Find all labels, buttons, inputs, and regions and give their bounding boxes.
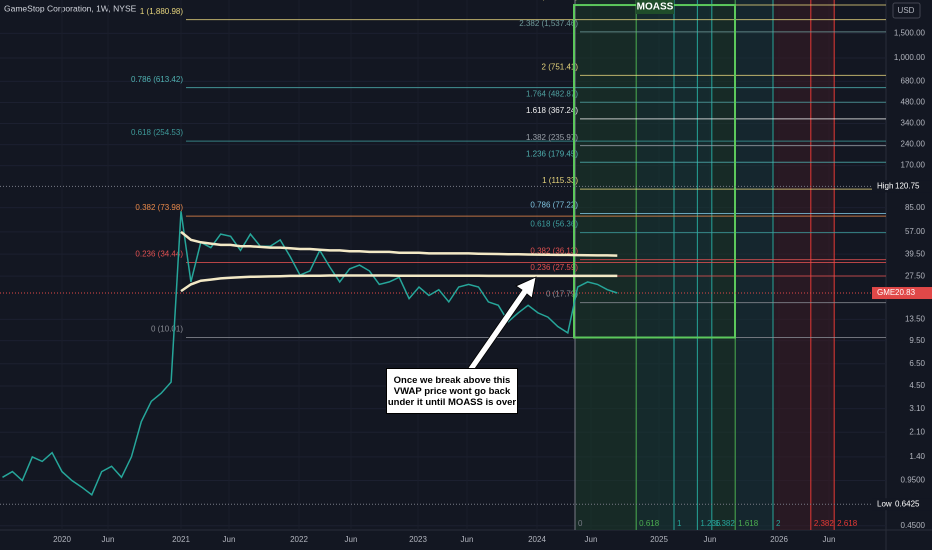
arrow bbox=[467, 276, 537, 371]
y-tick-label: 1,000.00 bbox=[894, 53, 926, 62]
high-value: 120.75 bbox=[895, 181, 920, 190]
y-tick-label: 85.00 bbox=[905, 203, 926, 212]
fib-label: 1.764 (482.87) bbox=[526, 89, 578, 98]
last_price-value: 20.83 bbox=[895, 288, 916, 297]
y-tick-label: 57.00 bbox=[905, 227, 926, 236]
x-tick-label: Jun bbox=[823, 535, 836, 544]
fib-label: 1.236 (179.45) bbox=[526, 149, 578, 158]
zone-band bbox=[697, 0, 712, 530]
x-tick-label: 2020 bbox=[53, 535, 71, 544]
x-tick-label: 2024 bbox=[528, 535, 546, 544]
zone-band bbox=[636, 0, 674, 530]
y-tick-label: 170.00 bbox=[901, 161, 926, 170]
last_price-tag bbox=[872, 287, 932, 300]
fib-time-label: 2 bbox=[776, 519, 781, 528]
high-name: High bbox=[877, 181, 893, 190]
y-tick-label: 4.50 bbox=[909, 381, 925, 390]
fib-label: 1.382 (235.97) bbox=[526, 133, 578, 142]
fib-label: 0.618 (56.36) bbox=[530, 220, 578, 229]
zone-band bbox=[773, 0, 811, 530]
y-tick-label: 680.00 bbox=[901, 77, 926, 86]
x-tick-label: Jun bbox=[461, 535, 474, 544]
x-tick-label: Jun bbox=[585, 535, 598, 544]
fib-time-label: 1 bbox=[677, 519, 682, 528]
x-tick-label: 2026 bbox=[770, 535, 788, 544]
vwap-line bbox=[180, 274, 618, 293]
fib-time-label: 2.618 bbox=[837, 519, 858, 528]
fib-time-label: 1.236 bbox=[700, 519, 721, 528]
x-tick-label: 2022 bbox=[290, 535, 308, 544]
last_price-name: GME bbox=[877, 288, 895, 297]
fib-time-label: 1.382 bbox=[715, 519, 736, 528]
fib-label: 1 (115.33) bbox=[542, 176, 578, 185]
zone-band bbox=[575, 0, 637, 530]
high-tag bbox=[872, 180, 932, 193]
y-tick-label: 13.50 bbox=[905, 314, 926, 323]
y-tick-label: 0.9500 bbox=[901, 476, 926, 485]
y-tick-label: 0.4500 bbox=[901, 521, 926, 530]
y-tick-label: 2.10 bbox=[909, 427, 925, 436]
currency-box bbox=[892, 2, 921, 19]
fib-time-label: 0.618 bbox=[639, 519, 660, 528]
zone-band bbox=[810, 0, 835, 530]
fib-label: 0.236 (34.44) bbox=[135, 250, 183, 259]
y-tick-label: 6.50 bbox=[909, 359, 925, 368]
moass-label-bg bbox=[636, 0, 674, 14]
fib-label: 0 (10.01) bbox=[151, 325, 183, 334]
price-line bbox=[2, 211, 618, 496]
fib-time-label: 1.618 bbox=[738, 519, 759, 528]
y-tick-label: 240.00 bbox=[901, 140, 926, 149]
moass-label: MOASS bbox=[637, 2, 674, 13]
x-tick-label: Jun bbox=[102, 535, 115, 544]
y-tick-label: 9.50 bbox=[909, 336, 925, 345]
annotation: Once we break above this VWAP price wont… bbox=[386, 368, 518, 414]
fib-label: 0.236 (27.59) bbox=[530, 263, 578, 272]
x-tick-label: 2023 bbox=[409, 535, 427, 544]
y-tick-label: 1,500.00 bbox=[894, 28, 926, 37]
y-tick-label: 39.50 bbox=[905, 249, 926, 258]
x-tick-label: 2021 bbox=[172, 535, 190, 544]
fib-label: 1 (1,880.98) bbox=[140, 7, 183, 16]
fib-label: 2.618 (2,392.74) bbox=[519, 0, 578, 1]
fib-time-label: 2.382 bbox=[814, 519, 835, 528]
fib-label: 2.382 (1,537.46) bbox=[519, 19, 578, 28]
currency: USD bbox=[898, 6, 915, 15]
vwap-line bbox=[180, 230, 618, 257]
zone-band bbox=[735, 0, 773, 530]
fib-label: 0.786 (77.22) bbox=[530, 201, 578, 210]
low-name: Low bbox=[877, 499, 892, 508]
fib-label: 0 (17.79) bbox=[546, 290, 578, 299]
fib-time-label: 0 bbox=[578, 519, 583, 528]
zone-band bbox=[674, 0, 698, 530]
fib-label: 0.382 (73.98) bbox=[135, 203, 183, 212]
low-value: 0.6425 bbox=[895, 499, 920, 508]
y-tick-label: 3.10 bbox=[909, 404, 925, 413]
x-tick-label: Jun bbox=[345, 535, 358, 544]
x-tick-label: Jun bbox=[704, 535, 717, 544]
fib-label: 2 (751.41) bbox=[542, 62, 579, 71]
x-tick-label: Jun bbox=[223, 535, 236, 544]
fib-label: 0.618 (254.53) bbox=[131, 128, 183, 137]
low-tag bbox=[872, 498, 932, 511]
x-tick-label: 2025 bbox=[650, 535, 668, 544]
y-tick-label: 340.00 bbox=[901, 119, 926, 128]
fib-label: 0.382 (36.13) bbox=[530, 247, 578, 256]
chart-title: GameStop Corporation, 1W, NYSE bbox=[4, 3, 137, 13]
zone-band bbox=[711, 0, 736, 530]
fib-label: 0.786 (613.42) bbox=[131, 75, 183, 84]
y-tick-label: 480.00 bbox=[901, 98, 926, 107]
y-tick-label: 1.40 bbox=[909, 452, 925, 461]
fib-label: 1.618 (367.24) bbox=[526, 106, 578, 115]
y-tick-label: 27.50 bbox=[905, 271, 926, 280]
